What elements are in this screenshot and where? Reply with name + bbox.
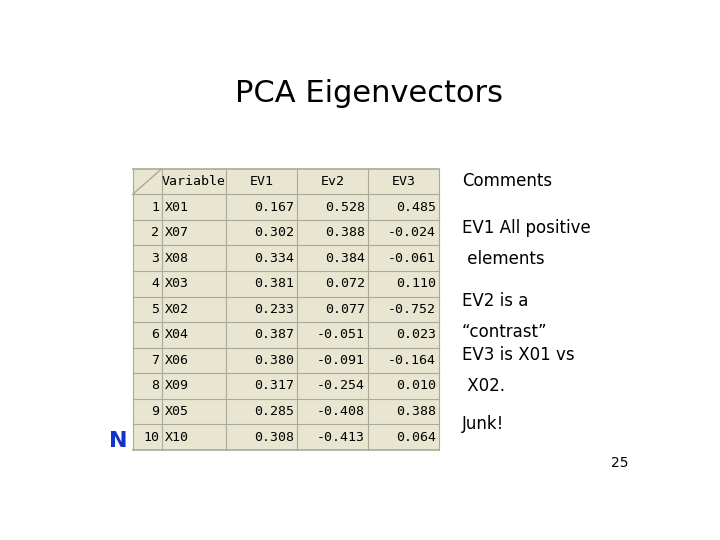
Text: X08: X08 [164, 252, 189, 265]
Text: X01: X01 [164, 200, 189, 214]
Text: Ev2: Ev2 [320, 175, 345, 188]
Text: 3: 3 [151, 252, 159, 265]
Text: EV1: EV1 [250, 175, 274, 188]
Text: -0.413: -0.413 [318, 430, 365, 443]
Text: 0.023: 0.023 [396, 328, 436, 341]
Text: -0.024: -0.024 [388, 226, 436, 239]
Text: 25: 25 [611, 456, 629, 470]
Text: 0.302: 0.302 [254, 226, 294, 239]
Text: 0.387: 0.387 [254, 328, 294, 341]
Text: 0.167: 0.167 [254, 200, 294, 214]
Text: X07: X07 [164, 226, 189, 239]
Text: N: N [109, 431, 128, 451]
Text: 0.380: 0.380 [254, 354, 294, 367]
Text: 6: 6 [151, 328, 159, 341]
Text: Variable: Variable [162, 175, 226, 188]
Text: 0.233: 0.233 [254, 303, 294, 316]
Text: -0.408: -0.408 [318, 405, 365, 418]
Text: 0.077: 0.077 [325, 303, 365, 316]
Text: 0.110: 0.110 [396, 277, 436, 290]
Text: EV3: EV3 [392, 175, 415, 188]
Text: PCA Eigenvectors: PCA Eigenvectors [235, 79, 503, 109]
Text: 0.388: 0.388 [396, 405, 436, 418]
Text: EV2 is a: EV2 is a [462, 292, 528, 310]
Text: 1: 1 [151, 200, 159, 214]
Text: 0.010: 0.010 [396, 380, 436, 393]
Text: elements: elements [462, 250, 544, 268]
Text: 7: 7 [151, 354, 159, 367]
Text: X04: X04 [164, 328, 189, 341]
Text: 0.064: 0.064 [396, 430, 436, 443]
Text: EV3 is X01 vs: EV3 is X01 vs [462, 346, 575, 364]
Text: X02.: X02. [462, 377, 505, 395]
Text: -0.752: -0.752 [388, 303, 436, 316]
Text: X03: X03 [164, 277, 189, 290]
Text: X02: X02 [164, 303, 189, 316]
Text: EV1 All positive: EV1 All positive [462, 219, 590, 237]
Text: 0.384: 0.384 [325, 252, 365, 265]
Text: -0.164: -0.164 [388, 354, 436, 367]
Text: X06: X06 [164, 354, 189, 367]
Text: X10: X10 [164, 430, 189, 443]
Text: 4: 4 [151, 277, 159, 290]
Text: 0.388: 0.388 [325, 226, 365, 239]
Text: 0.317: 0.317 [254, 380, 294, 393]
Text: X05: X05 [164, 405, 189, 418]
Text: -0.051: -0.051 [318, 328, 365, 341]
Text: 8: 8 [151, 380, 159, 393]
Text: 9: 9 [151, 405, 159, 418]
Text: 0.334: 0.334 [254, 252, 294, 265]
Text: Comments: Comments [462, 172, 552, 191]
Text: 10: 10 [143, 430, 159, 443]
Text: 0.072: 0.072 [325, 277, 365, 290]
Text: -0.091: -0.091 [318, 354, 365, 367]
Text: 2: 2 [151, 226, 159, 239]
Text: Junk!: Junk! [462, 415, 504, 433]
Text: 0.381: 0.381 [254, 277, 294, 290]
Text: 5: 5 [151, 303, 159, 316]
Text: -0.254: -0.254 [318, 380, 365, 393]
Text: 0.308: 0.308 [254, 430, 294, 443]
Text: 0.285: 0.285 [254, 405, 294, 418]
Text: 0.528: 0.528 [325, 200, 365, 214]
Text: -0.061: -0.061 [388, 252, 436, 265]
Text: X09: X09 [164, 380, 189, 393]
Text: 0.485: 0.485 [396, 200, 436, 214]
Text: “contrast”: “contrast” [462, 323, 548, 341]
